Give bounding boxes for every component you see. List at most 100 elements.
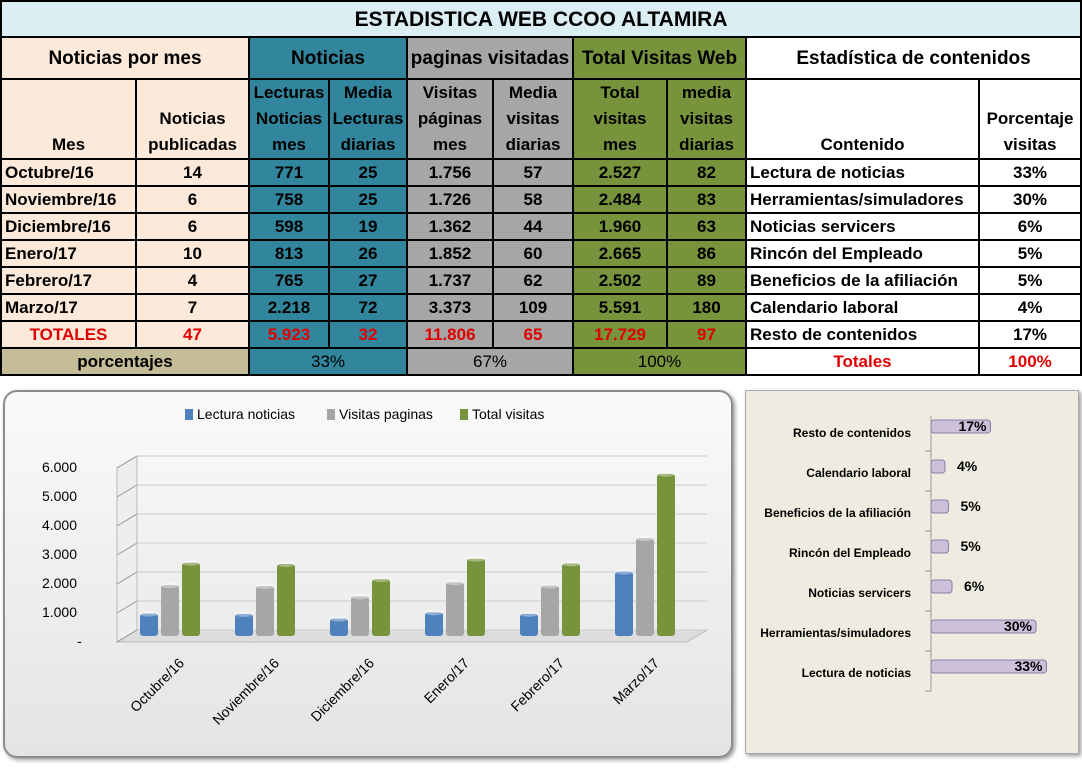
table-cell: 25 [328, 158, 408, 187]
statistics-table: ESTADISTICA WEB CCOO ALTAMIRA Noticias p… [0, 0, 1082, 376]
bar-top [446, 579, 464, 586]
group-total: Total Visitas Web [572, 36, 747, 80]
table-cell: 10 [135, 239, 250, 268]
table-cell: Diciembre/16 [0, 212, 137, 241]
x-tick-label: Octubre/16 [127, 655, 187, 715]
group-noticias: Noticias [248, 36, 408, 80]
bar [541, 585, 559, 636]
bar-top [372, 576, 390, 583]
table-cell: 758 [248, 185, 330, 214]
table-cell: 4 [135, 266, 250, 295]
bar-top [330, 615, 348, 622]
bar-top [657, 470, 675, 477]
table-cell: Calendario laboral [745, 293, 980, 322]
table-cell: 83 [666, 185, 747, 214]
category-label: Herramientas/simuladores [760, 626, 911, 640]
bar [425, 612, 443, 636]
table-cell: 1.737 [406, 266, 494, 295]
table-cell: 5% [977, 266, 1082, 295]
y-tick-label: 4.000 [42, 517, 77, 533]
table-cell: 2.218 [248, 293, 330, 322]
table-cell: 5.923 [248, 320, 330, 349]
bar [930, 539, 949, 554]
bar [930, 579, 953, 594]
bar-top [541, 582, 559, 589]
y-tick-label: 1.000 [42, 604, 77, 620]
gridline [116, 600, 138, 614]
data-label: 33% [1014, 658, 1043, 674]
column-header: Porcentaje visitas [977, 78, 1082, 160]
column-header: Visitas páginas mes [406, 78, 494, 160]
group-paginas: paginas visitadas [406, 36, 574, 80]
bar-top [425, 609, 443, 616]
table-row: Diciembre/16 6 598 19 1.362 44 1.960 63 Noticias… [0, 212, 1082, 241]
table-cell: 65 [492, 320, 574, 349]
table-cell: 1.362 [406, 212, 494, 241]
bar [930, 419, 991, 434]
table-cell: 27 [328, 266, 408, 295]
table-cell: Herramientas/simuladores [745, 185, 980, 214]
table-cell: 62 [492, 266, 574, 295]
table-cell: 4% [977, 293, 1082, 322]
bar [520, 613, 538, 636]
table-cell: 32 [328, 320, 408, 349]
data-label: 5% [961, 538, 982, 554]
table-cell: 1.756 [406, 158, 494, 187]
gridline [116, 513, 138, 527]
bar [446, 582, 464, 636]
column-header: Media visitas diarias [492, 78, 574, 160]
table-cell: Noticias servicers [745, 212, 980, 241]
column-header: media visitas diarias [666, 78, 747, 160]
bar [615, 571, 633, 636]
y-tick-label: 5.000 [42, 488, 77, 504]
table-cell: 63 [666, 212, 747, 241]
bar [930, 659, 1047, 674]
table-cell: 2.665 [572, 239, 668, 268]
legend-swatch [460, 409, 468, 420]
totales-label: Totales [745, 347, 980, 376]
legend-swatch [327, 409, 335, 420]
x-tick-label: Marzo/17 [610, 655, 663, 708]
group-contenidos: Estadística de contenidos [744, 36, 1082, 80]
category-label: Lectura de noticias [802, 666, 912, 680]
percent-label: porcentajes [0, 347, 250, 376]
table-cell: Noviembre/16 [0, 185, 137, 214]
table-cell: 47 [135, 320, 250, 349]
bar-top [277, 560, 295, 567]
table-cell: 109 [492, 293, 574, 322]
bar-top [562, 560, 580, 567]
data-label: 4% [957, 458, 978, 474]
table-cell: Marzo/17 [0, 293, 137, 322]
bar-top [182, 559, 200, 566]
bar-top [636, 535, 654, 542]
bar [657, 473, 675, 636]
table-cell: 89 [666, 266, 747, 295]
bar [467, 558, 485, 636]
gridline [116, 455, 138, 469]
bar [930, 499, 949, 514]
gridline [116, 629, 138, 643]
table-cell: 97 [666, 320, 747, 349]
group-noticias-por-mes: Noticias por mes [0, 36, 250, 80]
table-cell: Rincón del Empleado [745, 239, 980, 268]
bar [235, 614, 253, 636]
column-header: Noticias publicadas [135, 78, 250, 160]
table-cell: 180 [666, 293, 747, 322]
category-label: Calendario laboral [806, 466, 911, 480]
bar [330, 618, 348, 636]
table-cell: 44 [492, 212, 574, 241]
table-cell: 33% [977, 158, 1082, 187]
data-label: 30% [1004, 618, 1033, 634]
table-cell: 30% [977, 185, 1082, 214]
bar [182, 562, 200, 636]
x-tick-label: Enero/17 [421, 655, 473, 707]
table-cell: 2.484 [572, 185, 668, 214]
content-bar-chart: Lectura de noticias 33% Herramientas/simul… [745, 390, 1079, 754]
percent-total: 100% [572, 347, 747, 376]
page-title: ESTADISTICA WEB CCOO ALTAMIRA [0, 0, 1082, 38]
table-cell: 771 [248, 158, 330, 187]
legend-label: Lectura noticias [197, 406, 295, 422]
bar-top [520, 610, 538, 617]
table-cell: Beneficios de la afiliación [745, 266, 980, 295]
totals-row: TOTALES 47 5.923 32 11.806 65 17.729 97 Resto de… [0, 320, 1082, 349]
